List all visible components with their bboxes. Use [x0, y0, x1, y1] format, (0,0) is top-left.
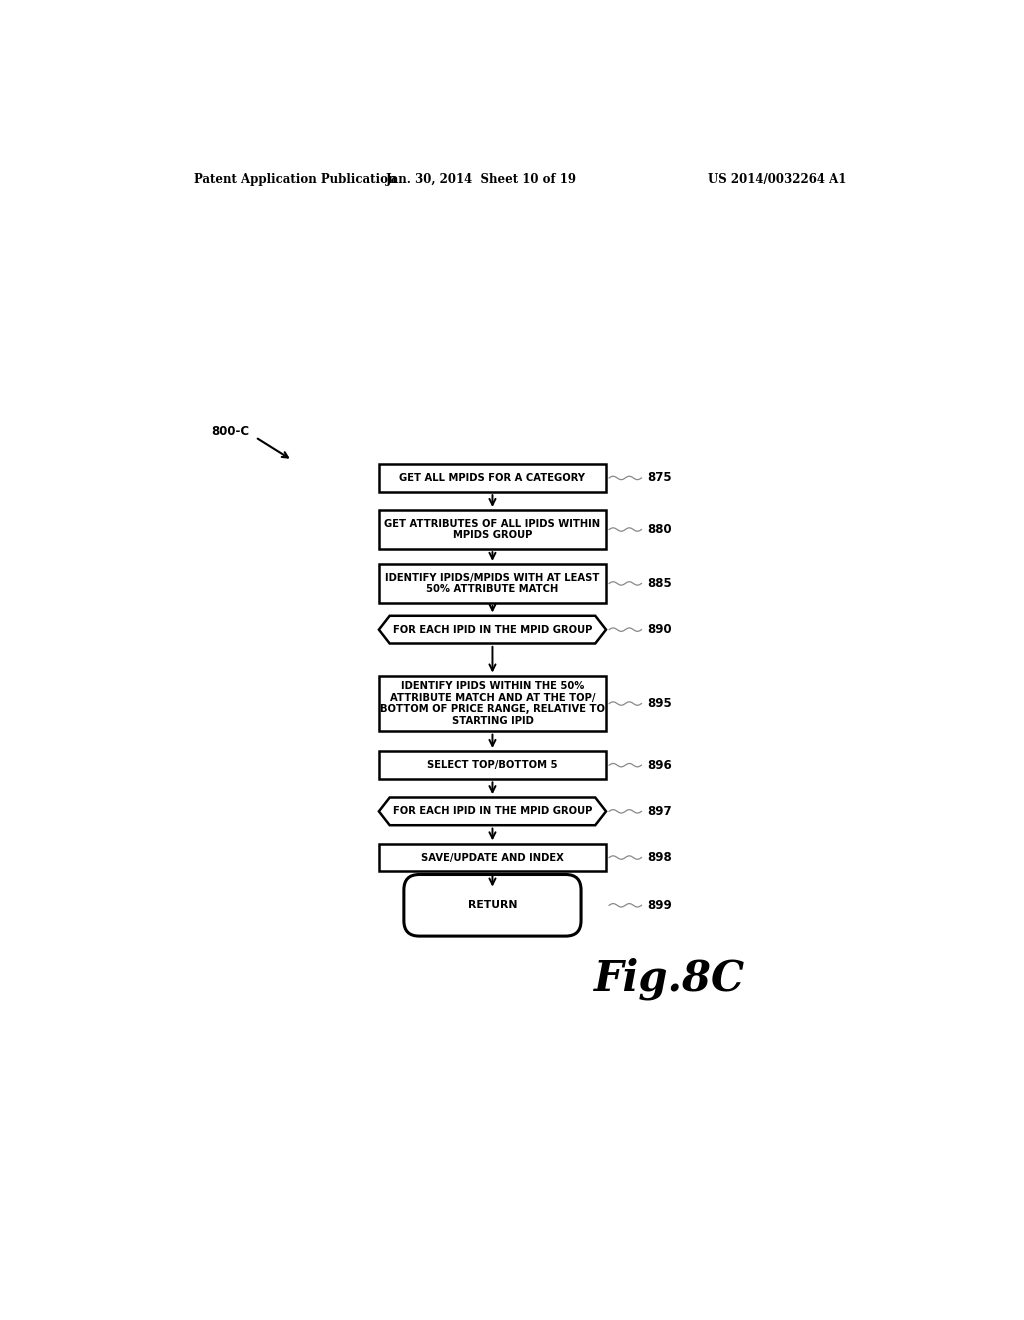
FancyBboxPatch shape	[379, 465, 606, 492]
Polygon shape	[379, 616, 606, 644]
Text: US 2014/0032264 A1: US 2014/0032264 A1	[709, 173, 847, 186]
Text: SELECT TOP/BOTTOM 5: SELECT TOP/BOTTOM 5	[427, 760, 558, 770]
FancyBboxPatch shape	[379, 751, 606, 779]
Text: Patent Application Publication: Patent Application Publication	[194, 173, 396, 186]
FancyBboxPatch shape	[403, 875, 581, 936]
Text: 897: 897	[647, 805, 672, 818]
Text: 880: 880	[647, 523, 672, 536]
Text: 895: 895	[647, 697, 673, 710]
FancyBboxPatch shape	[379, 511, 606, 549]
FancyBboxPatch shape	[379, 564, 606, 603]
Text: SAVE/UPDATE AND INDEX: SAVE/UPDATE AND INDEX	[421, 853, 564, 862]
Text: 800-C: 800-C	[211, 425, 250, 438]
Text: GET ATTRIBUTES OF ALL IPIDS WITHIN
MPIDS GROUP: GET ATTRIBUTES OF ALL IPIDS WITHIN MPIDS…	[384, 519, 600, 540]
Text: FOR EACH IPID IN THE MPID GROUP: FOR EACH IPID IN THE MPID GROUP	[393, 624, 592, 635]
Text: IDENTIFY IPIDS WITHIN THE 50%
ATTRIBUTE MATCH AND AT THE TOP/
BOTTOM OF PRICE RA: IDENTIFY IPIDS WITHIN THE 50% ATTRIBUTE …	[380, 681, 605, 726]
Text: 890: 890	[647, 623, 672, 636]
Text: 899: 899	[647, 899, 673, 912]
Text: 896: 896	[647, 759, 673, 772]
FancyBboxPatch shape	[379, 843, 606, 871]
Text: Fig.8C: Fig.8C	[594, 957, 745, 999]
FancyBboxPatch shape	[379, 676, 606, 731]
Text: FOR EACH IPID IN THE MPID GROUP: FOR EACH IPID IN THE MPID GROUP	[393, 807, 592, 816]
Text: GET ALL MPIDS FOR A CATEGORY: GET ALL MPIDS FOR A CATEGORY	[399, 473, 586, 483]
Text: 885: 885	[647, 577, 673, 590]
Text: 875: 875	[647, 471, 672, 484]
Text: Jan. 30, 2014  Sheet 10 of 19: Jan. 30, 2014 Sheet 10 of 19	[385, 173, 577, 186]
Text: RETURN: RETURN	[468, 900, 517, 911]
Text: 898: 898	[647, 851, 673, 865]
Polygon shape	[379, 797, 606, 825]
Text: IDENTIFY IPIDS/MPIDS WITH AT LEAST
50% ATTRIBUTE MATCH: IDENTIFY IPIDS/MPIDS WITH AT LEAST 50% A…	[385, 573, 600, 594]
